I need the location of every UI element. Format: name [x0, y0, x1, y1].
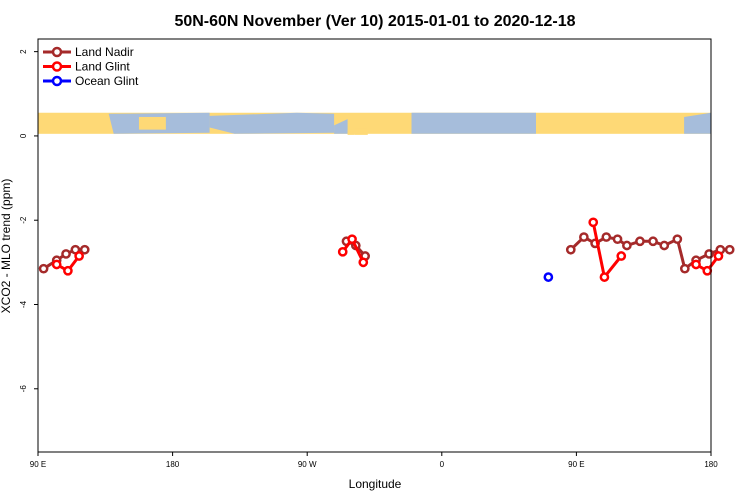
y-tick-label-3: -4 [19, 300, 28, 308]
series-0-point-2-14 [724, 244, 735, 255]
map-island-1 [354, 120, 365, 129]
legend-marker-2 [51, 75, 63, 87]
series-0-point-0-2 [61, 249, 71, 259]
series-1-point-3-0 [691, 259, 701, 270]
series-1-point-1-2 [358, 257, 369, 268]
series-0-point-0-0 [38, 263, 49, 274]
series-0-point-2-10 [679, 263, 690, 274]
series-0-point-2-8 [659, 240, 670, 251]
series-1-line-2 [591, 221, 623, 279]
legend-label-2: Ocean Glint [75, 74, 139, 88]
series-0-point-2-1 [579, 232, 589, 242]
series-0-point-2-5 [622, 240, 632, 251]
series-1-point-1-1 [347, 234, 357, 245]
y-axis: 2 0 -2 -4 -6 [19, 49, 38, 392]
series-1-point-3-2 [713, 251, 724, 261]
map-ocean-4 [684, 112, 711, 134]
series-2-point-0-0 [543, 272, 554, 282]
legend-label-0: Land Nadir [75, 45, 134, 59]
series-1-point-0-1 [63, 265, 73, 276]
x-tick-label-1: 180 [166, 460, 180, 469]
series-1-point-2-0 [588, 217, 599, 228]
y-tick-label-4: -6 [19, 385, 28, 393]
series-1-point-0-2 [74, 251, 84, 261]
x-axis: 90 E 180 90 W 0 90 E 180 [30, 452, 718, 469]
legend-label-1: Land Glint [75, 60, 130, 74]
y-axis-label: XCO2 - MLO trend (ppm) [0, 179, 13, 314]
legend-marker-0 [51, 46, 63, 58]
series-1-point-2-2 [616, 251, 627, 261]
series-0-point-2-0 [565, 244, 576, 255]
series-0-point-2-12 [704, 249, 714, 259]
x-tick-label-2: 90 W [298, 460, 317, 469]
map-ocean-2 [334, 119, 348, 134]
x-axis-label: Longitude [349, 477, 402, 491]
series-0-point-0-4 [79, 244, 90, 255]
map-band [38, 112, 711, 135]
series-0-point-2-6 [635, 236, 645, 247]
series-0-point-2-9 [672, 234, 683, 245]
map-ocean-1 [209, 112, 335, 134]
y-tick-label-1: 0 [19, 133, 28, 138]
map-island-3 [347, 130, 355, 135]
series-0-point-2-7 [648, 236, 658, 247]
x-tick-label-5: 180 [704, 460, 718, 469]
series-group [38, 217, 735, 282]
x-tick-label-3: 0 [440, 460, 445, 469]
legend-marker-1 [51, 61, 63, 72]
map-ocean-3 [411, 112, 536, 134]
series-1-point-2-1 [599, 272, 610, 282]
map-island-0 [138, 116, 166, 130]
series-1-point-1-0 [337, 246, 348, 257]
y-tick-label-2: -2 [19, 216, 28, 224]
series-1-point-0-0 [51, 259, 62, 270]
plot-frame [37, 38, 712, 453]
x-tick-label-4: 90 E [568, 460, 584, 469]
series-2 [543, 272, 554, 282]
series-1 [51, 217, 724, 282]
series-1-point-3-1 [702, 265, 713, 276]
y-tick-label-0: 2 [19, 49, 28, 54]
chart-title: 50N-60N November (Ver 10) 2015-01-01 to … [174, 13, 575, 30]
map-island-2 [354, 128, 368, 135]
series-0 [38, 232, 735, 274]
x-tick-label-0: 90 E [30, 460, 46, 469]
series-0-point-2-4 [612, 234, 623, 245]
series-0-point-2-3 [601, 232, 612, 242]
